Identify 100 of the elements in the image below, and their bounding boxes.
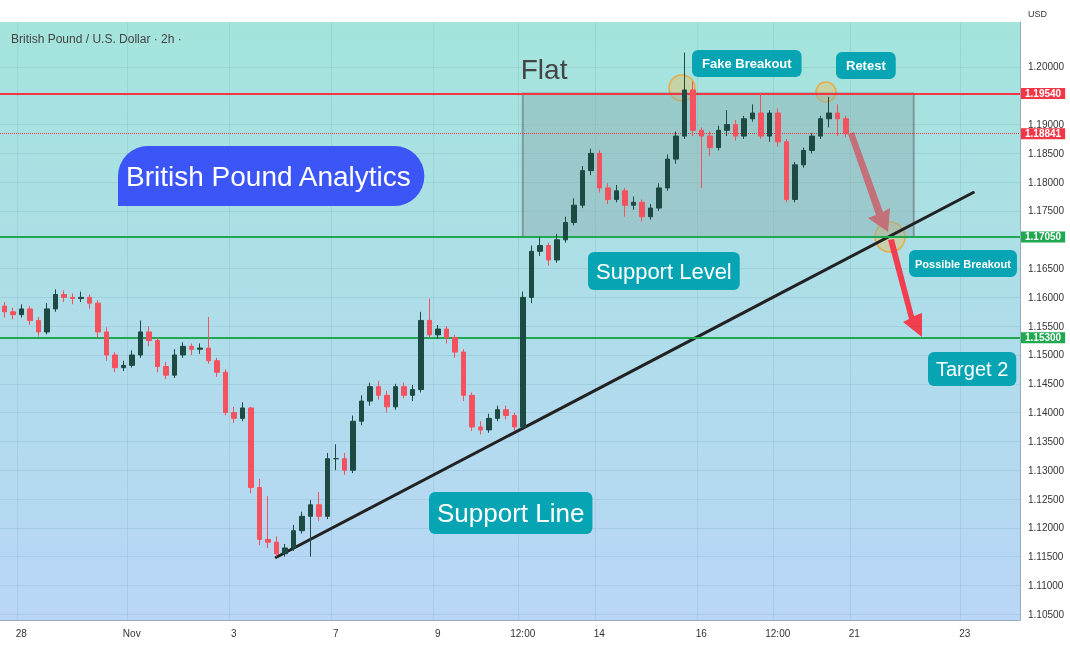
candlestick [367, 382, 373, 407]
annotation: Support Level [596, 258, 732, 284]
candlestick [359, 394, 364, 426]
candlestick [461, 348, 466, 402]
y-tick-label: 1.15500 [1028, 320, 1065, 332]
candlestick [248, 406, 254, 494]
y-tick-label: 1.11000 [1028, 579, 1064, 591]
y-tick-label: 1.12500 [1028, 493, 1065, 505]
candlestick [775, 107, 781, 147]
candlestick [716, 125, 721, 151]
x-tick-label: 14 [593, 627, 606, 639]
candlestick [265, 495, 271, 549]
candlestick [129, 349, 135, 369]
x-tick-label: 12:00 [765, 627, 791, 639]
candlestick [231, 406, 237, 424]
candlestick [546, 242, 551, 267]
candlestick [818, 115, 823, 140]
candlestick [44, 302, 50, 335]
y-tick-label: 1.13500 [1028, 435, 1065, 447]
candlestick [707, 130, 713, 157]
candlestick [563, 216, 568, 244]
candlestick [444, 325, 449, 344]
x-tick-label: Nov [122, 627, 141, 639]
candlestick [520, 291, 526, 430]
candlestick [19, 303, 24, 319]
candlestick [682, 52, 687, 140]
y-axis-title: USD [1028, 8, 1048, 19]
candlestick [809, 132, 815, 154]
candlestick [478, 420, 483, 435]
candlestick [495, 405, 500, 422]
candlestick [146, 325, 152, 347]
candlestick [529, 245, 534, 304]
ref-line-label: 1.19540 [1025, 87, 1062, 99]
annotation: Retest [846, 58, 887, 73]
candlestick [418, 311, 424, 393]
candlestick [665, 154, 670, 192]
candlestick [282, 543, 288, 558]
candlestick [631, 196, 636, 211]
candlestick [486, 413, 492, 434]
candlestick [733, 119, 738, 142]
candlestick [767, 109, 772, 143]
ref-line-label: 1.17050 [1025, 231, 1062, 243]
candlestick [750, 103, 755, 123]
candlestick [155, 337, 160, 373]
candlestick [342, 452, 347, 476]
candlestick [87, 294, 92, 310]
y-tick-label: 1.13000 [1028, 464, 1065, 476]
candlestick [172, 348, 177, 379]
x-tick-label: 7 [332, 627, 339, 639]
candlestick [206, 316, 211, 365]
ref-line-label: 1.15300 [1025, 332, 1062, 344]
candlestick [299, 511, 305, 535]
x-tick-label: 12:00 [510, 627, 536, 639]
candlestick [333, 443, 339, 471]
candlestick [826, 96, 832, 128]
y-tick-label: 1.10500 [1028, 608, 1065, 620]
candlestick [622, 187, 628, 218]
candlestick [512, 412, 517, 432]
candlestick [724, 109, 730, 137]
candlestick [401, 382, 407, 399]
annotation: Fake Breakout [702, 56, 793, 71]
y-tick-label: 1.17500 [1028, 205, 1065, 217]
band-label: Flat [520, 53, 568, 85]
candlestick [597, 149, 602, 194]
candlestick [308, 499, 313, 558]
candlestick [588, 148, 594, 176]
candlestick [699, 126, 704, 189]
candlestick [393, 383, 398, 411]
x-tick-label: 9 [434, 627, 441, 639]
candlestick [350, 414, 356, 474]
candlestick [197, 342, 203, 355]
y-tick-label: 1.15000 [1028, 349, 1065, 361]
candlestick [27, 305, 33, 326]
candlestick [452, 334, 458, 359]
candlestick [121, 360, 126, 372]
candlestick [104, 326, 109, 362]
y-tick-label: 1.19000 [1028, 119, 1065, 131]
annotation: Target 2 [936, 358, 1009, 380]
candlestick [138, 319, 143, 359]
candlestick [503, 405, 509, 421]
candlestick [376, 380, 381, 401]
candlestick [410, 384, 415, 402]
candlestick [435, 324, 441, 340]
candlestick [316, 491, 322, 522]
text: British Pound / U.S. Dollar · 2h · [11, 32, 182, 46]
candlestick [70, 292, 75, 305]
candlestick [792, 161, 798, 203]
candlestick [257, 478, 262, 546]
y-tick-label: 1.16000 [1028, 291, 1065, 303]
candlestick [571, 197, 577, 226]
candlestick [554, 233, 560, 264]
candlestick [223, 368, 228, 416]
x-tick-label: 3 [230, 627, 237, 639]
candlestick [537, 236, 543, 257]
x-tick-label: 21 [848, 627, 861, 639]
candlestick [690, 80, 696, 137]
candlestick [214, 357, 220, 378]
y-tick-label: 1.14500 [1028, 378, 1065, 390]
candlestick [741, 115, 747, 140]
candlestick [605, 182, 611, 205]
